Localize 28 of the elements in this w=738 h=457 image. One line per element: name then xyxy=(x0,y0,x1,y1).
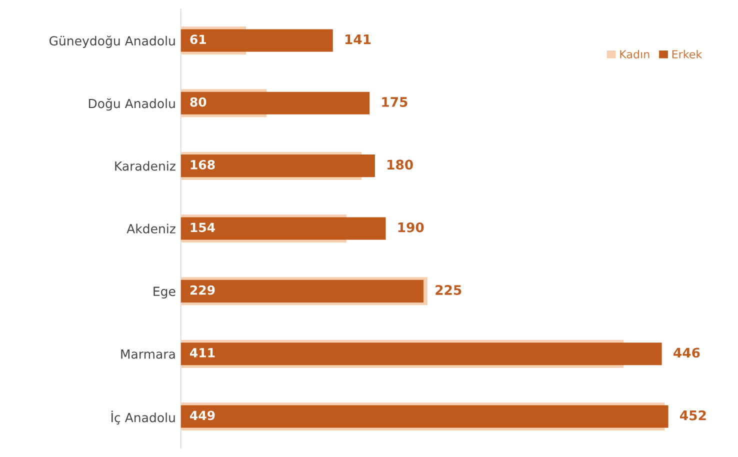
data-label: 80 xyxy=(190,97,206,107)
data-label: 175 xyxy=(382,97,408,107)
data-label: 446 xyxy=(674,348,700,358)
bar xyxy=(180,92,370,114)
data-label: 141 xyxy=(345,34,371,44)
data-label: 180 xyxy=(388,160,413,170)
y-tick-label: Doğu Anadolu xyxy=(88,98,175,111)
y-tick-label: Ege xyxy=(154,286,176,299)
y-tick-label: Güneydoğu Anadolu xyxy=(50,36,175,48)
bar xyxy=(180,29,333,52)
y-tick-label: İç Anadolu xyxy=(112,410,175,425)
data-label: 190 xyxy=(398,222,424,232)
bar xyxy=(180,154,375,178)
bar xyxy=(180,217,386,240)
data-label: 452 xyxy=(680,410,706,420)
data-label: 225 xyxy=(436,285,462,296)
y-tick-label: Marmara xyxy=(121,349,175,359)
bar xyxy=(180,342,662,366)
y-tick-label: Akdeniz xyxy=(126,224,176,234)
legend-label: Kadın xyxy=(620,50,650,58)
legend-label: Erkek xyxy=(672,50,702,58)
data-label: 411 xyxy=(190,348,215,358)
y-tick-label: Karadeniz xyxy=(115,161,176,171)
data-label: 229 xyxy=(190,285,215,295)
data-label: 61 xyxy=(190,34,206,44)
data-label: 449 xyxy=(190,410,215,420)
data-label: 168 xyxy=(190,160,215,170)
data-label: 154 xyxy=(190,222,215,232)
